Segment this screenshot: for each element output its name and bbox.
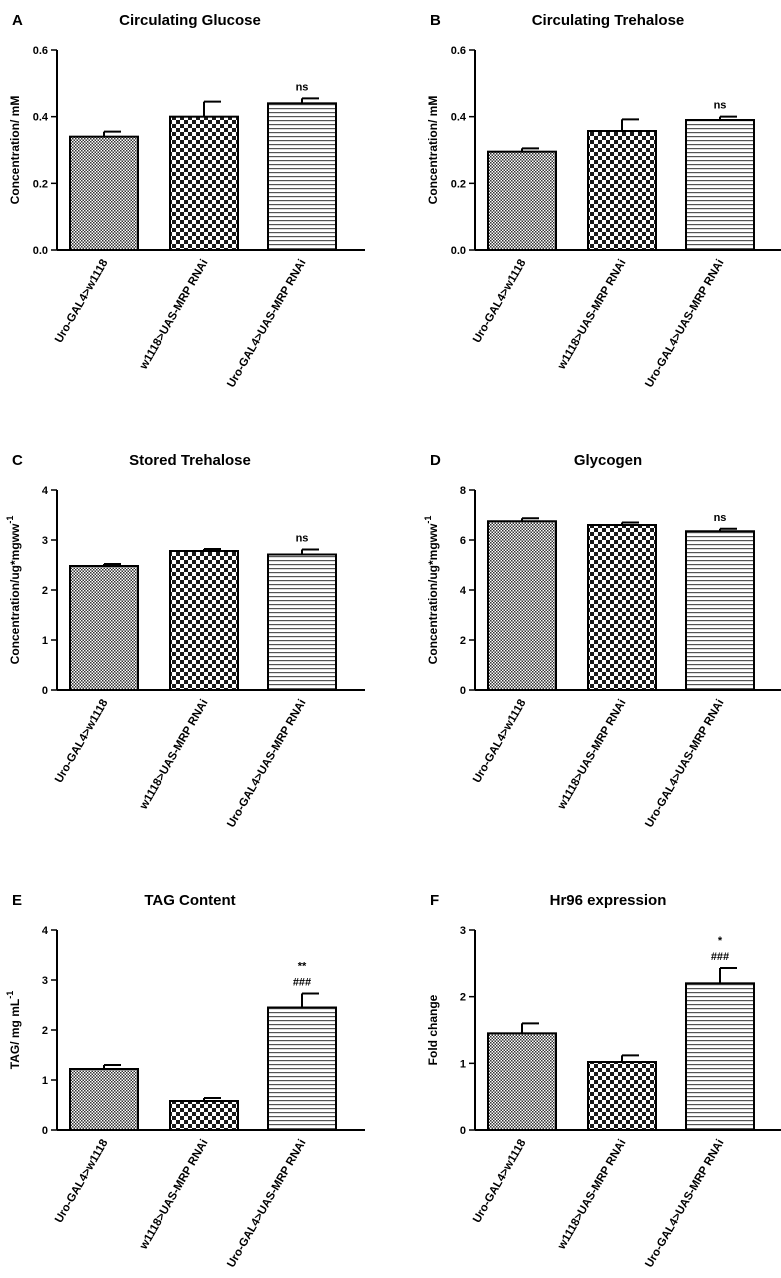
- category-label: Uro-GAL4>UAS-MRP RNAi: [225, 698, 308, 830]
- category-label: Uro-GAL4>UAS-MRP RNAi: [225, 1138, 308, 1270]
- bar: [169, 115, 239, 251]
- y-axis-label: Fold change: [426, 994, 440, 1065]
- bar: [267, 1006, 337, 1131]
- category-label: Uro-GAL4>w1118: [53, 1137, 111, 1225]
- panel-d: D Glycogen 0 2 4 6 8 Concentration/ug*mgww-1 Uro…: [423, 452, 781, 830]
- category-label: w1118>UAS-MRP RNAi: [555, 258, 628, 373]
- bar: [69, 1068, 139, 1131]
- bar: [587, 524, 657, 691]
- y-tick-label: 1: [42, 635, 48, 647]
- bar: [267, 102, 337, 252]
- bar: [487, 1032, 557, 1131]
- bar: [69, 565, 139, 691]
- category-label: Uro-GAL4>UAS-MRP RNAi: [225, 258, 308, 390]
- significance-label: ns: [296, 81, 309, 93]
- y-tick-label: 0: [460, 1125, 466, 1137]
- significance-label: ns: [296, 533, 309, 545]
- category-label: Uro-GAL4>w1118: [471, 697, 529, 785]
- bar: [685, 119, 755, 251]
- bar: [487, 150, 557, 252]
- bar: [685, 530, 755, 691]
- category-label: w1118>UAS-MRP RNAi: [555, 1138, 628, 1253]
- y-tick-label: 3: [460, 925, 466, 937]
- y-tick-label: 0.2: [451, 178, 466, 190]
- panel-a: A Circulating Glucose 0.0 0.2 0.4 0.6 Concentr…: [8, 12, 365, 390]
- bar: [169, 1100, 239, 1131]
- y-tick-label: 1: [460, 1058, 466, 1070]
- category-label: Uro-GAL4>UAS-MRP RNAi: [643, 258, 726, 390]
- y-tick-label: 3: [42, 535, 48, 547]
- y-tick-label: 0.6: [33, 45, 48, 57]
- y-tick-label: 2: [460, 635, 466, 647]
- bar: [169, 550, 239, 691]
- chart-title: Hr96 expression: [550, 892, 667, 909]
- y-axis-label-superscript: -1: [5, 991, 15, 999]
- bar: [487, 520, 557, 691]
- bar: [69, 135, 139, 252]
- panel-letter: D: [430, 452, 441, 469]
- y-axis-label: Concentration/ mM: [426, 96, 440, 205]
- panel-letter: F: [430, 892, 439, 909]
- panel-letter: B: [430, 12, 441, 29]
- y-tick-label: 2: [42, 1025, 48, 1037]
- significance-label: ###: [293, 977, 311, 989]
- y-tick-label: 0: [42, 1125, 48, 1137]
- y-axis-label-superscript: -1: [423, 516, 433, 524]
- y-tick-label: 0.0: [33, 245, 48, 257]
- bar: [587, 130, 657, 251]
- y-tick-label: 0: [42, 685, 48, 697]
- y-tick-label: 2: [460, 992, 466, 1004]
- y-tick-label: 4: [42, 485, 49, 497]
- y-tick-label: 6: [460, 535, 466, 547]
- y-tick-label: 0.6: [451, 45, 466, 57]
- significance-label: ns: [714, 100, 727, 112]
- bar: [685, 982, 755, 1132]
- y-tick-label: 0.4: [451, 112, 467, 124]
- chart-title: TAG Content: [144, 892, 235, 909]
- category-label: w1118>UAS-MRP RNAi: [137, 258, 210, 373]
- bar: [267, 553, 337, 691]
- y-tick-label: 0.0: [451, 245, 466, 257]
- category-label: Uro-GAL4>w1118: [471, 1137, 529, 1225]
- y-tick-label: 4: [42, 925, 49, 937]
- y-tick-label: 1: [42, 1075, 48, 1087]
- y-tick-label: 0: [460, 685, 466, 697]
- panel-letter: A: [12, 12, 23, 29]
- significance-label: **: [298, 961, 307, 973]
- y-tick-label: 2: [42, 585, 48, 597]
- significance-label: *: [718, 935, 723, 947]
- chart-title: Circulating Glucose: [119, 12, 261, 29]
- category-label: Uro-GAL4>w1118: [471, 257, 529, 345]
- y-axis-label: Concentration/ug*mgww-1: [423, 516, 440, 665]
- panel-b: B Circulating Trehalose 0.0 0.2 0.4 0.6 Concen…: [426, 12, 781, 390]
- bar: [587, 1061, 657, 1131]
- y-tick-label: 8: [460, 485, 466, 497]
- chart-title: Stored Trehalose: [129, 452, 251, 469]
- panel-letter: C: [12, 452, 23, 469]
- panel-f: F Hr96 expression 0 1 2 3 Fold change Uro-GAL4>…: [426, 892, 781, 1270]
- panel-e: E TAG Content 0 1 2 3 4 TAG/ mg mL-1 Uro-GAL4>w1…: [5, 892, 365, 1270]
- category-label: Uro-GAL4>UAS-MRP RNAi: [643, 698, 726, 830]
- y-axis-label: Concentration/ug*mgww-1: [5, 516, 22, 665]
- significance-label: ###: [711, 951, 729, 963]
- y-tick-label: 4: [460, 585, 467, 597]
- category-label: Uro-GAL4>w1118: [53, 257, 111, 345]
- panel-c: C Stored Trehalose 0 1 2 3 4 Concentration/ug*m…: [5, 452, 365, 830]
- y-tick-label: 0.2: [33, 178, 48, 190]
- category-label: Uro-GAL4>w1118: [53, 697, 111, 785]
- category-label: w1118>UAS-MRP RNAi: [555, 698, 628, 813]
- category-label: w1118>UAS-MRP RNAi: [137, 1138, 210, 1253]
- y-tick-label: 0.4: [33, 112, 49, 124]
- category-label: w1118>UAS-MRP RNAi: [137, 698, 210, 813]
- y-axis-label: TAG/ mg mL-1: [5, 991, 22, 1069]
- chart-title: Circulating Trehalose: [532, 12, 685, 29]
- category-label: Uro-GAL4>UAS-MRP RNAi: [643, 1138, 726, 1270]
- significance-label: ns: [714, 512, 727, 524]
- y-tick-label: 3: [42, 975, 48, 987]
- panel-letter: E: [12, 892, 22, 909]
- y-axis-label: Concentration/ mM: [8, 96, 22, 205]
- y-axis-label-superscript: -1: [5, 516, 15, 524]
- chart-title: Glycogen: [574, 452, 642, 469]
